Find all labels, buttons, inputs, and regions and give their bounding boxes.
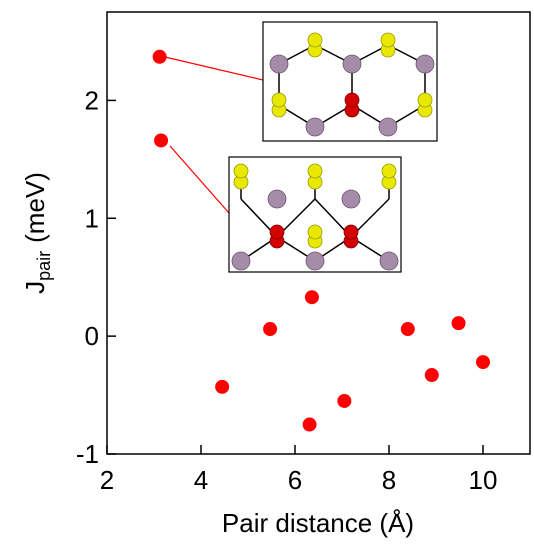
y-axis-label: Jpair (meV) (20, 172, 54, 294)
plot-frame (106, 11, 531, 455)
y-tick-label: 1 (85, 203, 99, 233)
structure-inset (228, 156, 402, 273)
y-label-unit: (meV) (20, 172, 50, 243)
y-tick-label: 0 (85, 321, 99, 351)
point (152, 49, 167, 64)
point (424, 368, 439, 383)
x-tick-label: 8 (382, 465, 396, 495)
x-tick-label: 6 (288, 465, 302, 495)
point (304, 290, 319, 305)
point (337, 393, 352, 408)
point (302, 417, 317, 432)
x-tick-label: 2 (100, 465, 114, 495)
y-label-sub: pair (34, 251, 54, 281)
callout-line (169, 145, 230, 214)
y-tick-label: 2 (85, 85, 99, 115)
point (451, 316, 466, 331)
y-tick-label: -1 (76, 439, 99, 469)
point (215, 379, 230, 394)
y-label-main: J (20, 281, 50, 294)
x-tick-label: 4 (194, 465, 208, 495)
x-tick-label: 10 (469, 465, 498, 495)
point (476, 355, 490, 370)
callout-line (164, 56, 264, 81)
point (400, 322, 415, 337)
point (263, 322, 278, 337)
structure-inset (262, 21, 438, 142)
point (154, 133, 169, 148)
x-axis-label: Pair distance (Å) (222, 508, 414, 538)
